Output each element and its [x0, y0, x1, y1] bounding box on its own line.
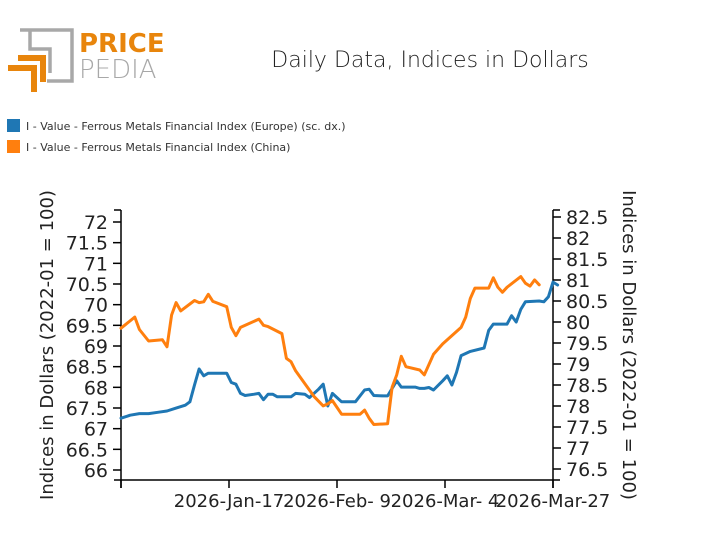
- left-y-tick-label: 68.5: [66, 357, 108, 379]
- right-y-tick-label: 82: [566, 228, 590, 250]
- legend-swatch-europe: [7, 119, 20, 132]
- legend-label-china: I - Value - Ferrous Metals Financial Ind…: [26, 141, 290, 154]
- logo-gray-inner-icon: [28, 30, 52, 73]
- left-y-tick-label: 69: [84, 336, 108, 358]
- logo-pedia-text: PEDIA: [79, 55, 157, 85]
- x-tick-label: 2026-Jan-17: [174, 491, 284, 512]
- legend-swatch-china: [7, 140, 20, 153]
- legend-item-europe[interactable]: I - Value - Ferrous Metals Financial Ind…: [7, 119, 346, 133]
- left-y-axis-title: Indices in Dollars (2022-01 = 100): [37, 190, 58, 500]
- right-y-tick-label: 80: [566, 312, 590, 334]
- legend-label-europe: I - Value - Ferrous Metals Financial Ind…: [26, 120, 346, 133]
- left-y-tick-label: 69.5: [66, 315, 108, 337]
- left-y-tick-label: 70.5: [66, 274, 108, 296]
- legend: I - Value - Ferrous Metals Financial Ind…: [7, 119, 346, 154]
- right-y-tick-label: 76.5: [566, 459, 608, 481]
- left-y-tick-label: 68: [84, 377, 108, 399]
- right-y-tick-label: 78: [566, 396, 590, 418]
- left-y-tick-label: 72: [84, 212, 108, 234]
- right-y-tick-label: 77.5: [566, 417, 608, 439]
- left-y-tick-label: 66.5: [66, 439, 108, 461]
- right-y-tick-label: 81: [566, 270, 590, 292]
- series-group: [119, 275, 560, 426]
- left-y-tick-label: 71.5: [66, 233, 108, 255]
- left-y-tick-label: 71: [84, 253, 108, 275]
- logo-orange-outer-icon: [8, 65, 37, 92]
- series-line-europe: [119, 280, 560, 420]
- logo: PRICE PEDIA: [8, 28, 165, 92]
- series-line-china: [119, 275, 541, 426]
- logo-orange-inner-icon: [18, 55, 46, 82]
- chart-title: Daily Data, Indices in Dollars: [271, 48, 588, 73]
- x-tick-label: 2026-Feb- 9: [283, 491, 391, 512]
- right-y-tick-label: 80.5: [566, 291, 608, 313]
- right-y-tick-label: 77: [566, 438, 590, 460]
- x-tick-label: 2026-Mar-27: [496, 491, 611, 512]
- left-y-tick-label: 67.5: [66, 398, 108, 420]
- right-y-tick-label: 79: [566, 354, 590, 376]
- logo-price-text: PRICE: [79, 29, 165, 59]
- x-tick-label: 2026-Mar- 4: [391, 491, 500, 512]
- legend-item-china[interactable]: I - Value - Ferrous Metals Financial Ind…: [7, 140, 290, 154]
- left-y-tick-label: 70: [84, 295, 108, 317]
- left-y-tick-label: 66: [84, 460, 108, 482]
- left-y-tick-label: 67: [84, 419, 108, 441]
- right-y-tick-label: 82.5: [566, 207, 608, 229]
- right-y-axis-title: Indices in Dollars (2022-01 = 100): [618, 190, 639, 500]
- logo-gray-square-icon: [20, 28, 74, 83]
- right-y-tick-label: 78.5: [566, 375, 608, 397]
- axes: [114, 209, 560, 488]
- right-y-tick-label: 79.5: [566, 333, 608, 355]
- right-y-tick-label: 81.5: [566, 249, 608, 271]
